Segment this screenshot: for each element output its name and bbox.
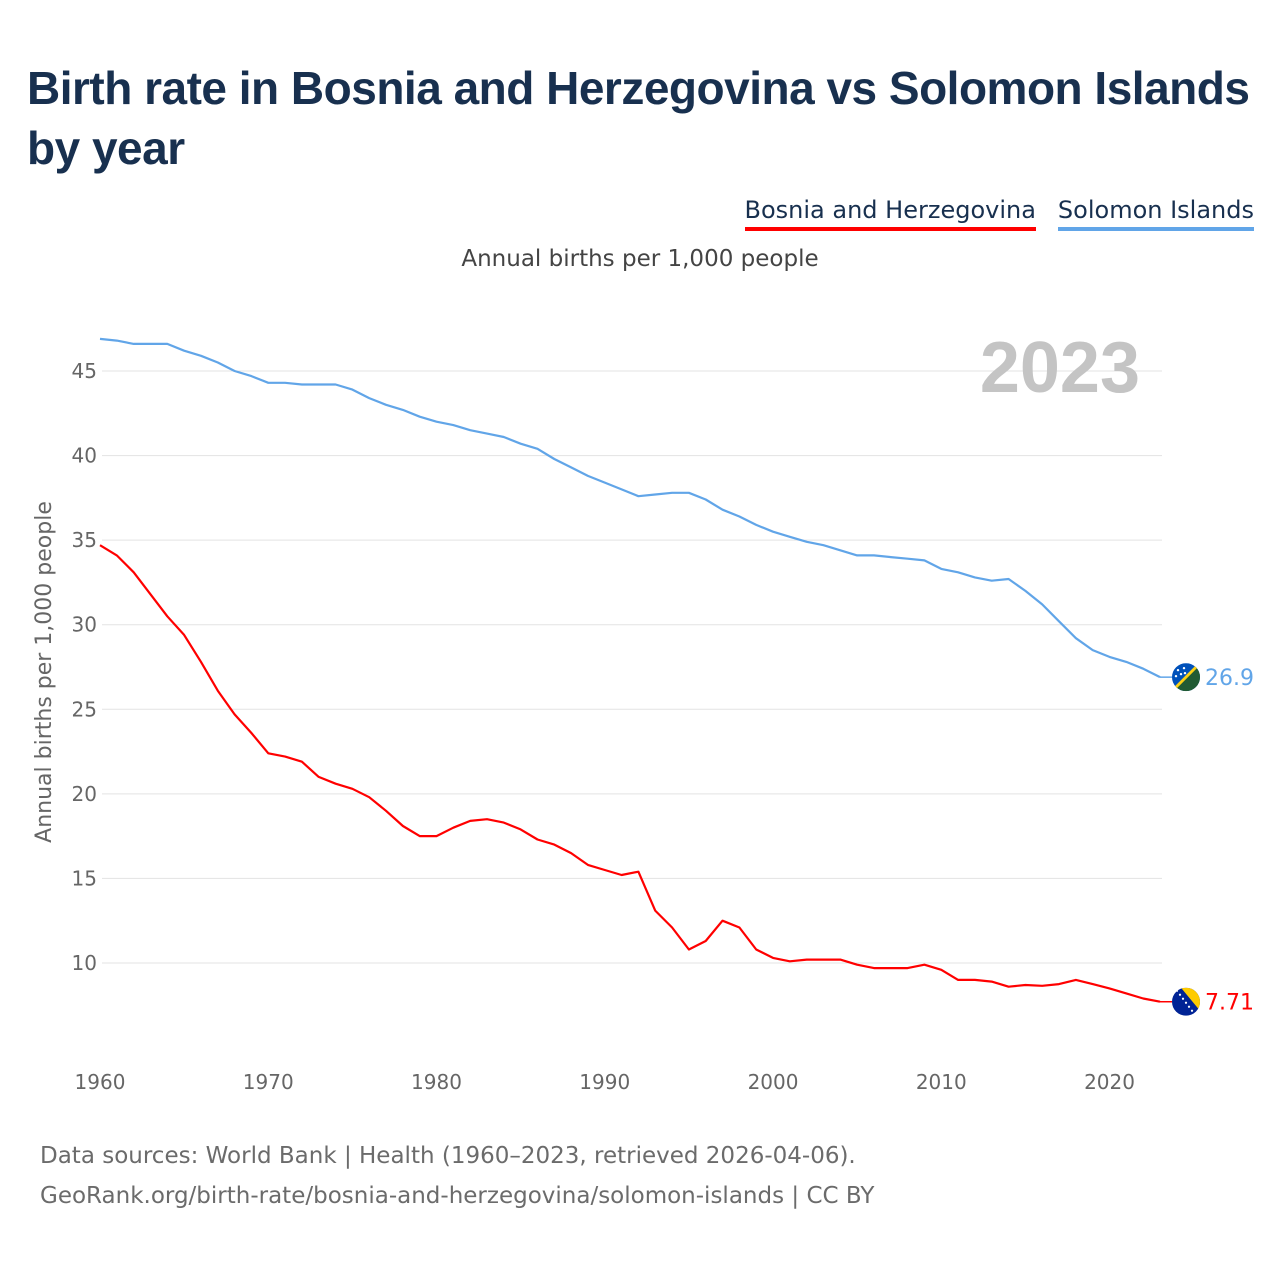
y-tick-label: 20 <box>72 782 97 806</box>
y-tick-label: 15 <box>72 866 97 890</box>
x-tick-label: 2020 <box>1084 1070 1135 1094</box>
end-value-bosnia: 7.71 <box>1205 991 1254 1016</box>
y-axis: 10 15 20 25 30 35 40 45 <box>72 359 97 975</box>
solomon-islands-flag-icon <box>1172 663 1200 692</box>
y-tick-label: 10 <box>72 951 97 975</box>
end-value-solomon-islands: 26.9 <box>1205 666 1254 691</box>
end-markers: 26.9 7.71 <box>1172 663 1254 1016</box>
x-tick-label: 2010 <box>916 1070 967 1094</box>
x-axis: 1960 1970 1980 1990 2000 2010 2020 <box>75 1070 1135 1094</box>
x-tick-label: 1990 <box>579 1070 630 1094</box>
legend-item-solomon-islands[interactable]: Solomon Islands <box>1057 195 1254 231</box>
footer-sources: Data sources: World Bank | Health (1960–… <box>40 1143 856 1169</box>
x-tick-label: 2000 <box>748 1070 799 1094</box>
y-tick-label: 40 <box>72 444 97 468</box>
grid <box>102 370 1162 964</box>
y-tick-label: 30 <box>72 613 97 637</box>
y-tick-label: 25 <box>72 697 97 721</box>
x-tick-label: 1960 <box>75 1070 126 1094</box>
bosnia-line[interactable] <box>99 544 1161 1003</box>
x-tick-label: 1970 <box>243 1070 294 1094</box>
footer: Data sources: World Bank | Health (1960–… <box>40 1136 874 1216</box>
y-tick-label: 45 <box>72 359 97 383</box>
chart-title: Birth rate in Bosnia and Herzegovina vs … <box>27 62 1250 174</box>
y-axis-label: Annual births per 1,000 people <box>32 501 57 843</box>
legend-item-bosnia[interactable]: Bosnia and Herzegovina <box>744 195 1036 231</box>
bosnia-flag-icon <box>1172 987 1200 1016</box>
solomon-islands-line[interactable] <box>99 337 1161 679</box>
x-tick-label: 1980 <box>411 1070 462 1094</box>
legend: Bosnia and Herzegovina Solomon Islands <box>744 195 1254 231</box>
y-tick-label: 35 <box>72 528 97 552</box>
chart-subtitle: Annual births per 1,000 people <box>461 246 819 272</box>
year-label: 2023 <box>980 328 1140 408</box>
series-lines <box>99 337 1172 1003</box>
footer-link[interactable]: GeoRank.org/birth-rate/bosnia-and-herzeg… <box>40 1183 875 1209</box>
